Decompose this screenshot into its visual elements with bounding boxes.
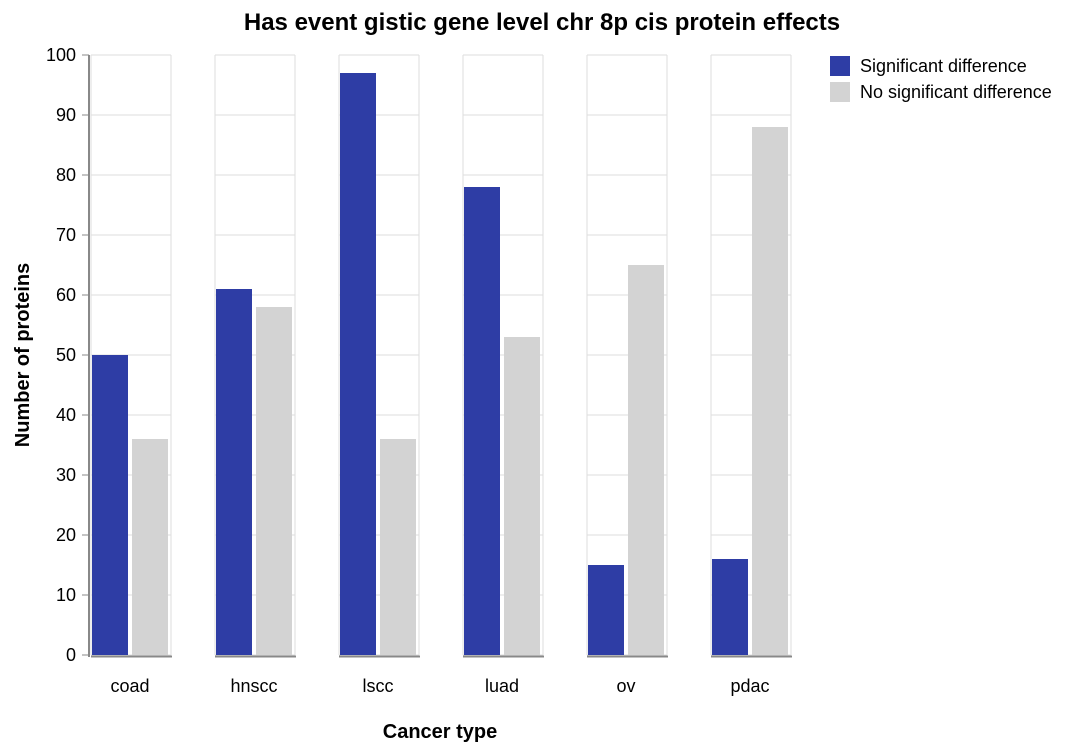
legend-label-1: No significant difference xyxy=(860,82,1052,102)
bar-lscc-1 xyxy=(380,439,416,655)
bar-ov-0 xyxy=(588,565,624,655)
x-tick-label: pdac xyxy=(730,676,769,696)
y-tick-label: 20 xyxy=(56,525,76,545)
bar-coad-0 xyxy=(92,355,128,655)
legend-swatch-0 xyxy=(830,56,850,76)
x-tick-label: ov xyxy=(616,676,635,696)
bar-luad-1 xyxy=(504,337,540,655)
x-tick-label: luad xyxy=(485,676,519,696)
y-axis-title: Number of proteins xyxy=(12,263,34,447)
x-tick-label: coad xyxy=(110,676,149,696)
panel-luad: luad xyxy=(462,54,544,696)
panel-hnscc: hnscc xyxy=(214,54,296,696)
panel-pdac: pdac xyxy=(710,54,792,696)
y-tick-label: 40 xyxy=(56,405,76,425)
bar-pdac-1 xyxy=(752,127,788,655)
y-tick-label: 0 xyxy=(66,645,76,665)
bar-lscc-0 xyxy=(340,73,376,655)
x-tick-label: hnscc xyxy=(230,676,277,696)
y-tick-label: 80 xyxy=(56,165,76,185)
bar-pdac-0 xyxy=(712,559,748,655)
bar-luad-0 xyxy=(464,187,500,655)
panel-ov: ov xyxy=(586,54,668,696)
y-tick-label: 30 xyxy=(56,465,76,485)
legend-swatch-1 xyxy=(830,82,850,102)
legend-label-0: Significant difference xyxy=(860,56,1027,76)
bar-hnscc-1 xyxy=(256,307,292,655)
y-tick-label: 60 xyxy=(56,285,76,305)
y-tick-label: 90 xyxy=(56,105,76,125)
y-tick-label: 10 xyxy=(56,585,76,605)
bar-ov-1 xyxy=(628,265,664,655)
x-tick-label: lscc xyxy=(363,676,394,696)
panel-lscc: lscc xyxy=(338,54,420,696)
panel-coad: coad xyxy=(90,54,172,696)
chart-title: Has event gistic gene level chr 8p cis p… xyxy=(244,9,840,36)
plot-area: coad hnscc lscc luad ov pdac 0 10 20 30 40 50 60 70 80… xyxy=(46,45,792,696)
y-tick-label: 50 xyxy=(56,345,76,365)
y-tick-label: 70 xyxy=(56,225,76,245)
x-axis-title: Cancer type xyxy=(383,721,498,743)
y-tick-label: 100 xyxy=(46,45,76,65)
bar-hnscc-0 xyxy=(216,289,252,655)
bar-coad-1 xyxy=(132,439,168,655)
legend: Significant difference No significant dif… xyxy=(830,56,1052,102)
